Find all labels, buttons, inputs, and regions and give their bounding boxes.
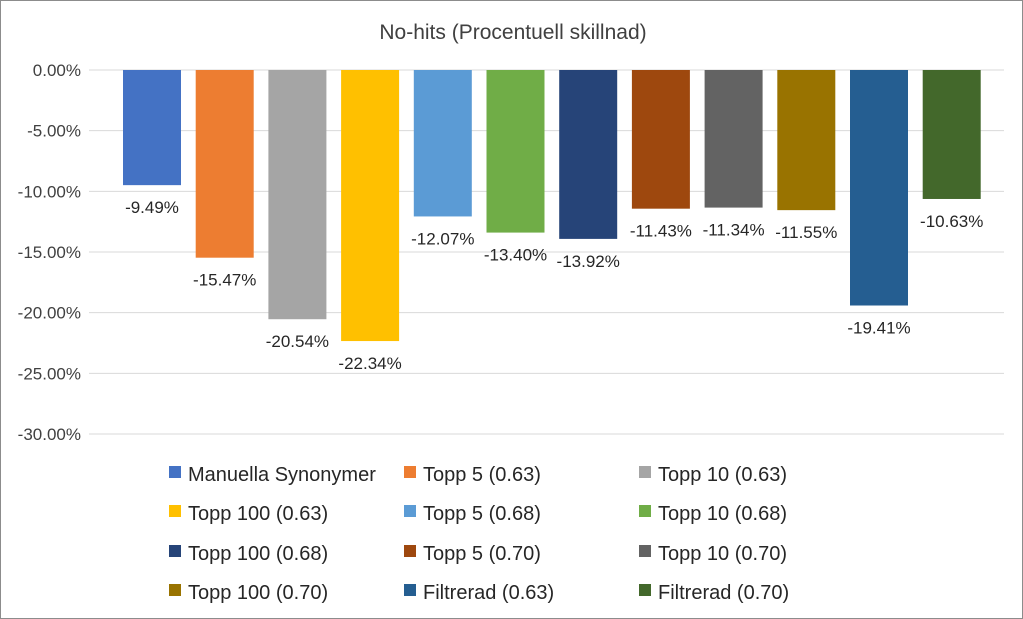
y-axis: 0.00% -5.00% -10.00% -15.00% -20.00% -25.00% -…	[18, 61, 81, 444]
legend-label: Topp 10 (0.70)	[658, 543, 787, 565]
legend-swatch	[639, 584, 651, 596]
bar	[486, 70, 545, 233]
legend-label: Manuella Synonymer	[188, 464, 376, 486]
y-tick-label: -20.00%	[18, 304, 81, 323]
legend-label: Filtrerad (0.63)	[423, 582, 554, 604]
data-label: -10.63%	[920, 212, 983, 231]
legend-swatch	[169, 545, 181, 557]
legend-swatch	[639, 466, 651, 478]
data-label: -9.49%	[125, 198, 179, 217]
legend-swatch	[169, 505, 181, 517]
legend-swatch	[639, 545, 651, 557]
y-tick-label: -30.00%	[18, 425, 81, 444]
legend-label: Topp 10 (0.63)	[658, 464, 787, 486]
bar	[704, 70, 763, 208]
bars	[123, 70, 981, 342]
legend-label: Topp 100 (0.63)	[188, 503, 328, 525]
bar	[413, 70, 472, 217]
legend-swatch	[404, 466, 416, 478]
data-label: -19.41%	[847, 319, 910, 338]
legend-label: Topp 5 (0.68)	[423, 503, 541, 525]
y-tick-label: -25.00%	[18, 364, 81, 383]
data-label: -13.40%	[484, 246, 547, 265]
legend-swatch	[404, 584, 416, 596]
legend-label: Topp 5 (0.70)	[423, 543, 541, 565]
bar	[777, 70, 836, 211]
legend-label: Topp 100 (0.68)	[188, 543, 328, 565]
data-labels: -9.49% -15.47% -20.54% -22.34% -12.07% -13.40…	[125, 198, 983, 373]
legend-label: Topp 100 (0.70)	[188, 582, 328, 604]
data-label: -12.07%	[411, 229, 474, 248]
data-label: -11.55%	[775, 223, 837, 242]
data-label: -22.34%	[338, 354, 401, 373]
data-label: -13.92%	[557, 252, 620, 271]
y-tick-label: 0.00%	[33, 61, 81, 80]
legend-swatch	[404, 545, 416, 557]
data-label: -15.47%	[193, 271, 256, 290]
legend-label: Topp 10 (0.68)	[658, 503, 787, 525]
chart-title: No-hits (Procentuell skillnad)	[379, 21, 646, 44]
bar	[850, 70, 908, 306]
y-tick-label: -10.00%	[18, 182, 81, 201]
bar	[559, 70, 618, 239]
legend-swatch	[169, 584, 181, 596]
bar	[195, 70, 254, 258]
legend-label: Filtrerad (0.70)	[658, 582, 789, 604]
bar	[631, 70, 690, 209]
legend-swatch	[169, 466, 181, 478]
y-tick-label: -5.00%	[27, 122, 81, 141]
bar	[123, 70, 181, 186]
legend-label: Topp 5 (0.63)	[423, 464, 541, 486]
bar	[922, 70, 981, 199]
legend-swatch	[404, 505, 416, 517]
bar	[341, 70, 400, 342]
data-label: -20.54%	[266, 332, 329, 351]
legend-swatch	[639, 505, 651, 517]
data-label: -11.34%	[703, 221, 765, 240]
bar	[268, 70, 327, 320]
y-tick-label: -15.00%	[18, 243, 81, 262]
data-label: -11.43%	[630, 222, 692, 241]
legend: Manuella Synonymer Topp 5 (0.63) Topp 10 (…	[169, 464, 789, 604]
